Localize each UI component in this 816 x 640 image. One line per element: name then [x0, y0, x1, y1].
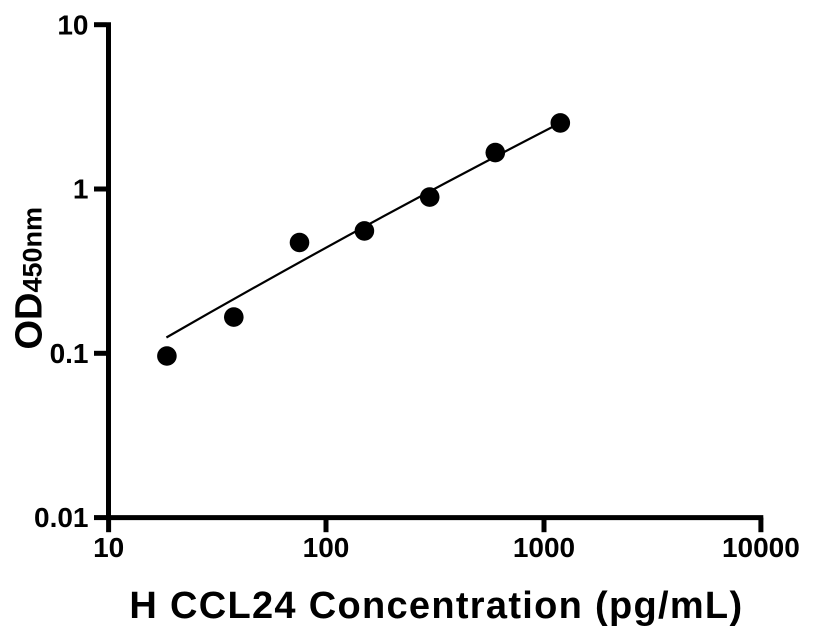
svg-text:10: 10 — [93, 532, 124, 563]
svg-text:0.01: 0.01 — [34, 502, 89, 533]
svg-text:10: 10 — [57, 9, 88, 40]
svg-text:10000: 10000 — [722, 532, 800, 563]
svg-text:0.1: 0.1 — [50, 338, 89, 369]
svg-text:1000: 1000 — [513, 532, 575, 563]
svg-text:100: 100 — [303, 532, 350, 563]
svg-text:1: 1 — [73, 174, 89, 205]
svg-text:H CCL24 Concentration (pg/mL): H CCL24 Concentration (pg/mL) — [129, 585, 743, 627]
